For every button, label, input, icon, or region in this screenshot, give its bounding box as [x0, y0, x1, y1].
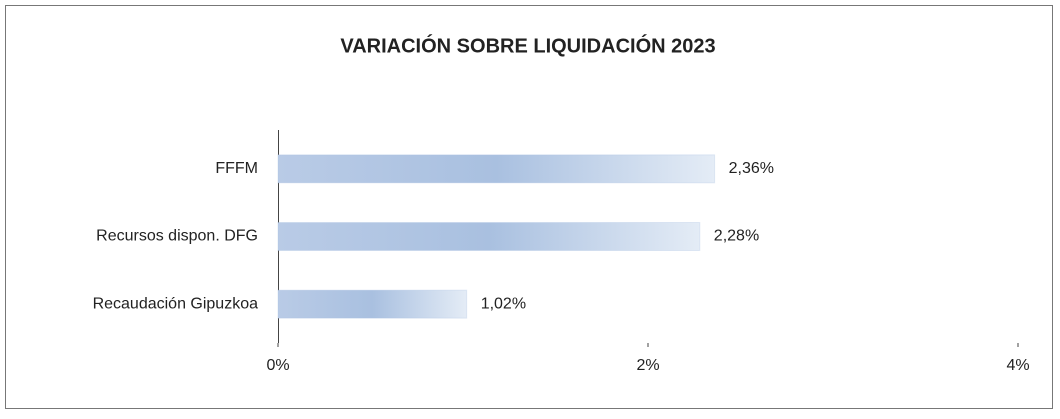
frame — [5, 5, 1053, 409]
x-tick-label: 0% — [266, 357, 289, 374]
value-label: 1,02% — [481, 295, 526, 312]
bar — [277, 289, 468, 319]
value-label: 2,28% — [714, 228, 759, 245]
x-tick-label: 2% — [636, 357, 659, 374]
bar — [277, 222, 701, 251]
value-label: 2,36% — [729, 160, 774, 177]
y-tick-label: FFFM — [215, 160, 258, 177]
x-tick-label: 4% — [1006, 357, 1029, 374]
bar — [277, 154, 716, 184]
chart-title: VARIACIÓN SOBRE LIQUIDACIÓN 2023 — [340, 33, 715, 57]
y-tick-label: Recaudación Gipuzkoa — [93, 295, 259, 312]
y-tick-label: Recursos dispon. DFG — [96, 228, 258, 245]
